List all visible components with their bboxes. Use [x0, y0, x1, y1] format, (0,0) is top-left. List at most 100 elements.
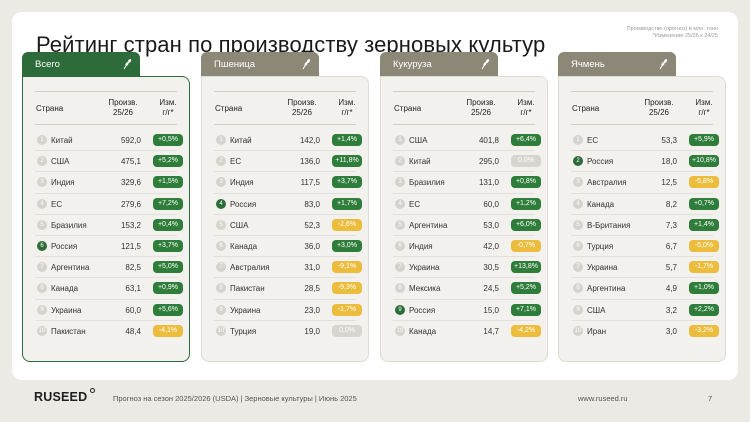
- rank-badge: 8: [395, 283, 405, 294]
- table-row: 6 Канада 36,0 +3,0%: [214, 236, 362, 258]
- country-name: Китай: [51, 136, 73, 145]
- table-row: 5 США 52,3 -2,6%: [214, 215, 362, 236]
- production-value: 60,0: [125, 305, 141, 315]
- rank-badge: 10: [395, 325, 405, 336]
- table-header: Страна Произв. 25/26 Изм. г/г*: [214, 91, 356, 125]
- change-badge: +0,8%: [511, 176, 541, 189]
- production-value: 19,0: [304, 326, 320, 336]
- rank-badge: 1: [573, 135, 583, 145]
- country-name: Китай: [230, 136, 252, 145]
- country-name: США: [51, 157, 70, 167]
- production-value: 7,3: [665, 220, 677, 230]
- table-row: 3 Австралия 12,5 -5,8%: [571, 172, 719, 194]
- tab-label: Кукуруза: [393, 59, 432, 70]
- tab-2[interactable]: Кукуруза: [380, 52, 498, 76]
- table-row: 7 Аргентина 82,5 +5,0%: [35, 257, 183, 279]
- rank-badge: 9: [395, 304, 405, 315]
- change-badge: -5,0%: [689, 239, 719, 252]
- tab-3[interactable]: Ячмень: [558, 52, 676, 76]
- column-header-country: Страна: [394, 104, 422, 113]
- country-name: Индия: [409, 241, 433, 251]
- footer-website-link[interactable]: www.ruseed.ru: [578, 394, 628, 403]
- table-row: 8 Аргентина 4,9 +1,0%: [571, 278, 719, 300]
- rank-badge: 1: [216, 135, 226, 145]
- change-badge: +0,4%: [153, 218, 183, 231]
- ranking-card: Ячмень Страна Произв. 25/26 Изм. г/г* 1 ЕС…: [558, 52, 726, 362]
- change-badge: +1,0%: [689, 282, 719, 295]
- country-name: Иран: [587, 326, 607, 336]
- country-name: Канада: [230, 241, 258, 251]
- production-value: 53,3: [661, 136, 677, 145]
- table-row: 1 Китай 142,0 +1,4%: [214, 130, 362, 152]
- column-header-production: Произв. 25/26: [644, 98, 674, 117]
- column-header-production: Произв. 25/26: [287, 98, 317, 117]
- production-value: 15,0: [483, 305, 499, 315]
- rank-badge: 6: [216, 240, 226, 251]
- column-header-country: Страна: [36, 104, 64, 113]
- country-name: США: [409, 136, 428, 145]
- country-name: Бразилия: [51, 220, 87, 230]
- rank-badge: 10: [573, 325, 583, 336]
- country-name: Мексика: [409, 284, 441, 294]
- change-badge: +5,9%: [689, 134, 719, 146]
- production-value: 63,1: [125, 284, 141, 294]
- country-name: Пакистан: [51, 326, 86, 336]
- change-badge: -5,8%: [689, 176, 719, 189]
- table-row: 6 Россия 121,5 +3,7%: [35, 236, 183, 258]
- table-row: 9 США 3,2 +2,2%: [571, 300, 719, 321]
- table-row: 3 Индия 329,6 +1,5%: [35, 172, 183, 194]
- tab-label: Всего: [35, 59, 60, 70]
- production-value: 6,7: [665, 241, 677, 251]
- table-row: 2 Китай 295,0 0,0%: [393, 151, 541, 173]
- change-badge: -1,7%: [689, 261, 719, 274]
- change-badge: +1,5%: [153, 176, 183, 189]
- production-value: 279,6: [120, 199, 141, 209]
- change-badge: +1,4%: [689, 218, 719, 231]
- rank-badge: 3: [573, 177, 583, 188]
- country-name: Канада: [409, 326, 437, 336]
- table-row: 9 Россия 15,0 +7,1%: [393, 300, 541, 321]
- footer: RUSEED Прогноз на сезон 2025/2026 (USDA)…: [0, 384, 750, 414]
- rank-badge: 4: [395, 198, 405, 209]
- column-header-change: Изм. г/г*: [159, 98, 177, 117]
- production-value: 30,5: [483, 263, 499, 273]
- ranking-card: Кукуруза Страна Произв. 25/26 Изм. г/г* 1 …: [380, 52, 548, 362]
- change-badge: +6,0%: [511, 218, 541, 231]
- country-name: Турция: [230, 326, 257, 336]
- country-name: США: [230, 220, 249, 230]
- rank-badge: 9: [37, 304, 47, 315]
- table-row: 4 Россия 83,0 +1,7%: [214, 194, 362, 215]
- tab-0[interactable]: Всего: [22, 52, 140, 76]
- production-value: 28,5: [304, 284, 320, 294]
- table-row: 7 Австралия 31,0 -9,1%: [214, 257, 362, 279]
- change-badge: -0,7%: [511, 239, 541, 252]
- rank-badge: 7: [573, 262, 583, 273]
- rank-badge: 10: [37, 325, 47, 336]
- production-value: 31,0: [304, 263, 320, 273]
- table-row: 7 Украина 30,5 +13,8%: [393, 257, 541, 279]
- table-row: 3 Бразилия 131,0 +0,8%: [393, 172, 541, 194]
- table-row: 5 Бразилия 153,2 +0,4%: [35, 215, 183, 236]
- rank-badge: 2: [395, 156, 405, 167]
- change-badge: +13,8%: [511, 261, 541, 274]
- column-header-country: Страна: [215, 104, 243, 113]
- rank-badge: 10: [216, 325, 226, 336]
- table-row: 9 Украина 23,0 -1,7%: [214, 300, 362, 321]
- production-value: 153,2: [120, 220, 141, 230]
- production-value: 52,3: [304, 220, 320, 230]
- tab-1[interactable]: Пшеница: [201, 52, 319, 76]
- country-name: ЕС: [409, 199, 421, 209]
- production-value: 117,5: [300, 178, 320, 188]
- production-value: 3,0: [665, 326, 677, 336]
- production-value: 36,0: [304, 241, 320, 251]
- change-badge: +0,5%: [153, 134, 183, 146]
- production-value: 4,9: [665, 284, 677, 294]
- rank-badge: 5: [573, 219, 583, 230]
- production-value: 475,1: [120, 157, 141, 167]
- table-row: 1 США 401,8 +6,4%: [393, 130, 541, 152]
- table-row: 6 Турция 6,7 -5,0%: [571, 236, 719, 258]
- country-name: Турция: [587, 241, 614, 251]
- table-row: 9 Украина 60,0 +5,6%: [35, 300, 183, 321]
- production-value: 136,0: [299, 157, 320, 167]
- units-note-line: Производство (прогноз) в млн. тонн: [626, 26, 718, 32]
